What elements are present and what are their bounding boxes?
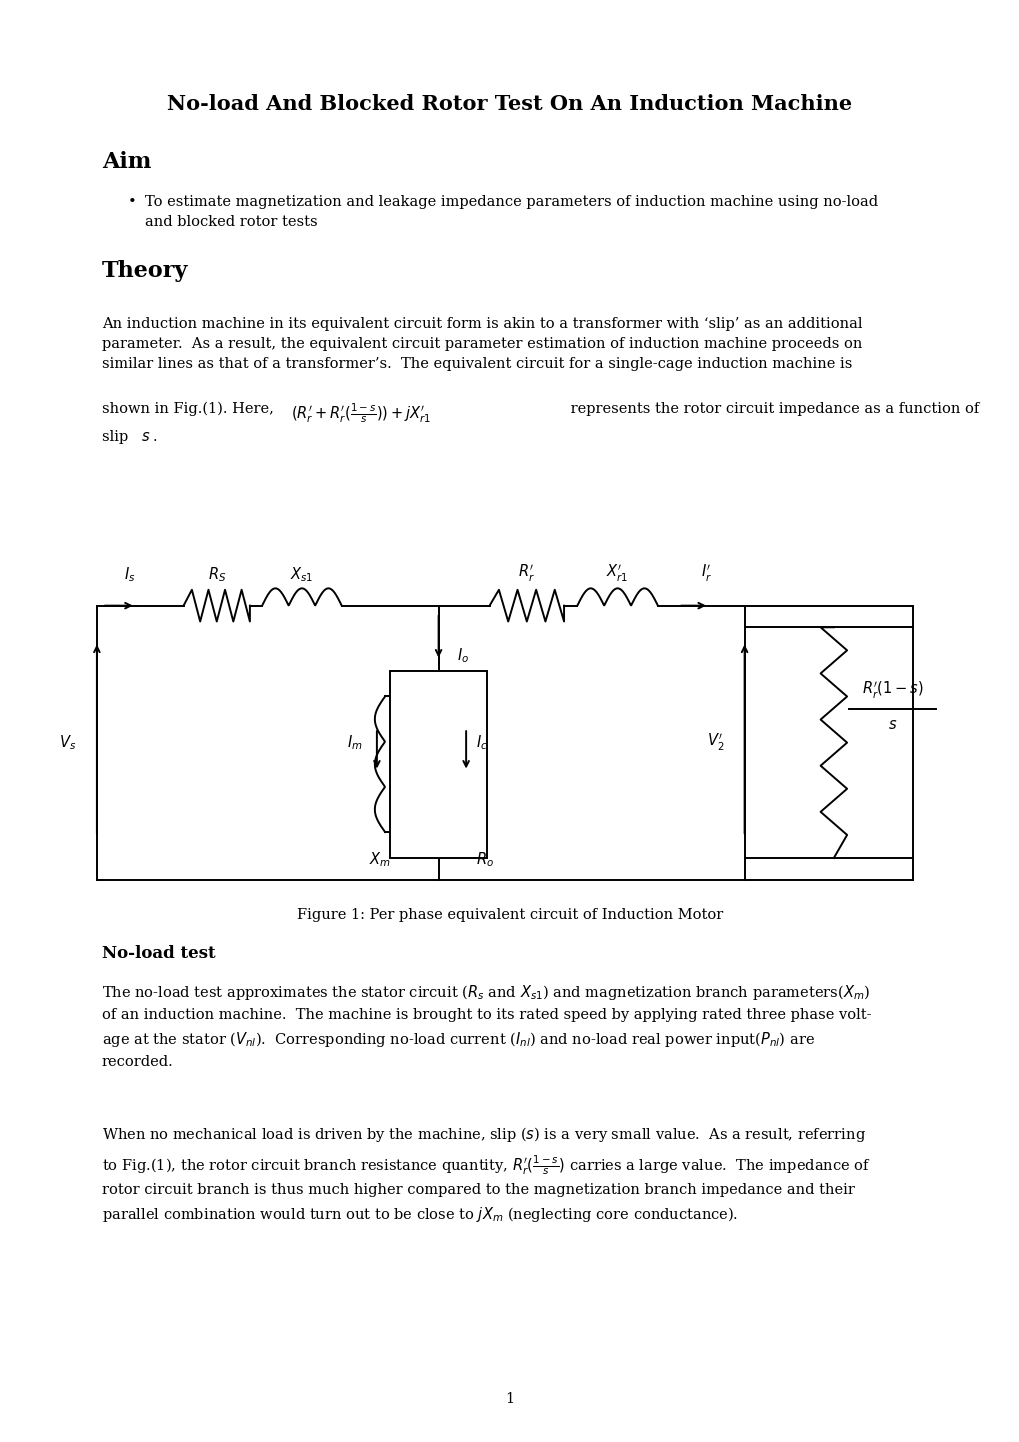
Bar — [390, 671, 487, 858]
Text: $X_{s1}$: $X_{s1}$ — [289, 565, 314, 584]
Text: shown in Fig.(1). Here,: shown in Fig.(1). Here, — [102, 401, 278, 415]
Text: .: . — [153, 430, 158, 444]
Text: $I_m$: $I_m$ — [346, 734, 363, 751]
Text: Theory: Theory — [102, 260, 189, 281]
Text: $I_c$: $I_c$ — [476, 734, 488, 751]
Text: When no mechanical load is driven by the machine, slip ($s$) is a very small val: When no mechanical load is driven by the… — [102, 1125, 870, 1224]
Text: No-load test: No-load test — [102, 945, 215, 962]
Text: $V_s$: $V_s$ — [59, 734, 76, 751]
Text: $I_r'$: $I_r'$ — [701, 562, 711, 584]
Text: $X_{r1}'$: $X_{r1}'$ — [606, 562, 628, 584]
Text: $V_2'$: $V_2'$ — [706, 733, 723, 753]
Text: $s$: $s$ — [888, 718, 897, 733]
Text: •: • — [127, 195, 137, 209]
Text: $R_r'$: $R_r'$ — [518, 562, 535, 584]
Text: $R_r'(1-s)$: $R_r'(1-s)$ — [861, 679, 923, 701]
Text: $I_o$: $I_o$ — [457, 647, 469, 665]
Text: $(R_r' + R_r'(\frac{1-s}{s})) + jX_{r1}'$: $(R_r' + R_r'(\frac{1-s}{s})) + jX_{r1}'… — [290, 401, 431, 425]
Text: The no-load test approximates the stator circuit ($R_s$ and $X_{s1}$) and magnet: The no-load test approximates the stator… — [102, 983, 870, 1070]
Text: Aim: Aim — [102, 151, 151, 173]
Text: $R_o$: $R_o$ — [476, 851, 494, 870]
Text: $s$: $s$ — [141, 430, 150, 444]
Text: To estimate magnetization and leakage impedance parameters of induction machine : To estimate magnetization and leakage im… — [145, 195, 877, 229]
Text: represents the rotor circuit impedance as a function of: represents the rotor circuit impedance a… — [566, 401, 978, 415]
Text: No-load And Blocked Rotor Test On An Induction Machine: No-load And Blocked Rotor Test On An Ind… — [167, 94, 852, 114]
Text: $I_s$: $I_s$ — [123, 565, 136, 584]
Text: slip: slip — [102, 430, 132, 444]
Text: An induction machine in its equivalent circuit form is akin to a transformer wit: An induction machine in its equivalent c… — [102, 317, 862, 372]
Text: $R_S$: $R_S$ — [208, 565, 225, 584]
Text: $X_m$: $X_m$ — [369, 851, 390, 870]
Text: Figure 1: Per phase equivalent circuit of Induction Motor: Figure 1: Per phase equivalent circuit o… — [297, 908, 722, 923]
Text: 1: 1 — [505, 1392, 514, 1406]
